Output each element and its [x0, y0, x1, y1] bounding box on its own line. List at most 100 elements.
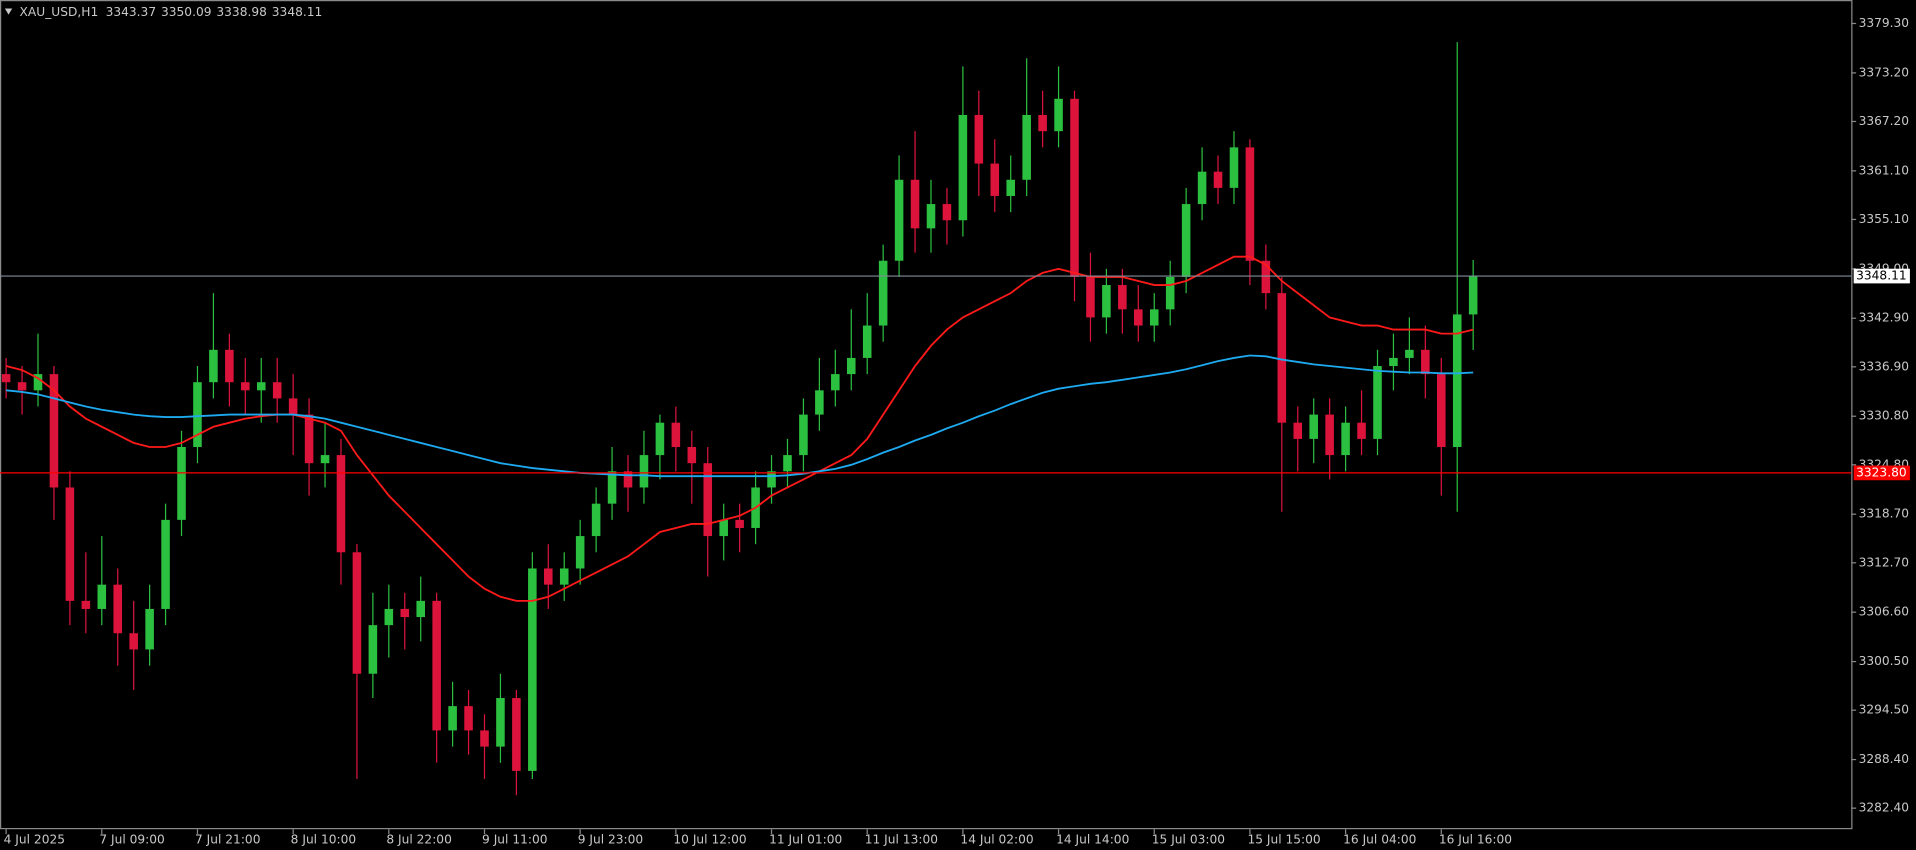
price-label: 3348.11: [1856, 269, 1907, 283]
y-tick-label: 3336.90: [1859, 359, 1910, 373]
candle-body: [639, 455, 649, 488]
candle-body: [655, 422, 665, 456]
y-tick-label: 3318.70: [1859, 507, 1910, 521]
candle-body: [623, 471, 633, 488]
candle-body: [1245, 147, 1255, 261]
x-tick-label: 10 Jul 12:00: [673, 833, 746, 847]
candle-body: [1070, 98, 1079, 277]
candle-body: [815, 390, 824, 415]
candle-body: [607, 471, 617, 504]
candle-body: [81, 600, 91, 609]
candle-body: [1229, 147, 1239, 188]
candle-body: [177, 446, 186, 520]
y-tick-label: 3342.90: [1859, 311, 1910, 325]
y-tick-label: 3300.50: [1859, 654, 1910, 668]
menu-arrow[interactable]: [4, 8, 13, 15]
candle-body: [799, 414, 808, 456]
candle-body: [432, 600, 441, 731]
x-tick-label: 16 Jul 04:00: [1343, 833, 1416, 847]
candle-body: [862, 325, 872, 358]
candle-body: [304, 414, 314, 464]
candle-body: [846, 357, 856, 375]
candle-body: [1261, 260, 1271, 294]
candle-body: [33, 374, 43, 391]
candle-body: [416, 600, 425, 618]
candle-body: [687, 446, 697, 464]
candle-body: [1325, 414, 1334, 456]
candle-body: [1405, 349, 1414, 358]
low: 3338.98: [216, 5, 267, 19]
candle-body: [719, 519, 728, 537]
candle-body: [1181, 204, 1191, 277]
candle-body: [575, 536, 585, 569]
candle-body: [1134, 309, 1143, 326]
candle-body: [1118, 285, 1127, 310]
candle-body: [145, 608, 154, 650]
price-label-box: [1853, 465, 1910, 481]
y-tick-label: 3312.70: [1859, 555, 1910, 569]
x-tick-label: 15 Jul 03:00: [1152, 833, 1225, 847]
candle-body: [400, 608, 410, 618]
candle-body: [129, 633, 138, 650]
candle-body: [783, 455, 792, 472]
candle-body: [1165, 276, 1175, 310]
candle-body: [352, 552, 362, 674]
x-tick-label: 15 Jul 15:00: [1247, 833, 1320, 847]
close: 3348.11: [272, 5, 323, 19]
x-tick-label: 7 Jul 21:00: [195, 833, 260, 847]
y-tick-label: 3282.40: [1859, 801, 1910, 815]
moving-average: [5, 255, 1474, 602]
candle-body: [1468, 276, 1478, 315]
candle-body: [1373, 366, 1382, 439]
candle-body: [942, 204, 952, 221]
plot-frame: [0, 0, 1853, 830]
candle-body: [1421, 349, 1430, 375]
candle-body: [671, 422, 681, 447]
candle-body: [1086, 276, 1095, 318]
candle-body: [958, 114, 968, 221]
candle-body: [559, 568, 569, 585]
x-tick-label: 11 Jul 01:00: [769, 833, 842, 847]
candle-body: [591, 503, 601, 537]
y-tick-label: 3294.50: [1859, 703, 1910, 717]
candle-body: [1213, 171, 1223, 188]
x-tick-label: 4 Jul 2025: [4, 833, 65, 847]
candle-body: [703, 463, 713, 537]
candle-body: [336, 455, 346, 553]
y-tick-label: 3379.30: [1859, 16, 1910, 30]
candle-body: [113, 584, 123, 634]
x-tick-label: 16 Jul 16:00: [1439, 833, 1512, 847]
candle-body: [974, 114, 984, 164]
candle-body: [384, 608, 394, 626]
candle-body: [288, 398, 298, 415]
x-tick-label: 14 Jul 14:00: [1056, 833, 1129, 847]
candle-body: [1022, 114, 1031, 180]
x-tick-label: 8 Jul 22:00: [386, 833, 451, 847]
candle-body: [512, 698, 521, 771]
candle-body: [1149, 309, 1159, 326]
y-tick-label: 3330.80: [1859, 409, 1910, 423]
chart-header: XAU_USD,H1 3343.37 3350.09 3338.98 3348.11: [20, 5, 323, 19]
candle-body: [97, 584, 107, 609]
candle-body: [256, 382, 266, 391]
candle-body: [1452, 314, 1462, 447]
candle-body: [1437, 374, 1446, 447]
candle-body: [17, 382, 27, 391]
y-tick-label: 3367.20: [1859, 114, 1910, 128]
candle-body: [65, 487, 75, 601]
candle-body: [1309, 414, 1318, 439]
candle-body: [1, 374, 11, 383]
candle-body: [544, 568, 553, 585]
x-tick-label: 9 Jul 23:00: [578, 833, 643, 847]
candle-body: [1293, 422, 1303, 439]
candle-body: [926, 204, 936, 229]
price-label-box: [1853, 268, 1910, 284]
candle-body: [878, 260, 888, 326]
candle-body: [225, 349, 234, 383]
candle-body: [480, 730, 489, 747]
y-tick-label: 3306.60: [1859, 605, 1910, 619]
y-tick-label: 3355.10: [1859, 212, 1910, 226]
candle-body: [320, 455, 330, 464]
